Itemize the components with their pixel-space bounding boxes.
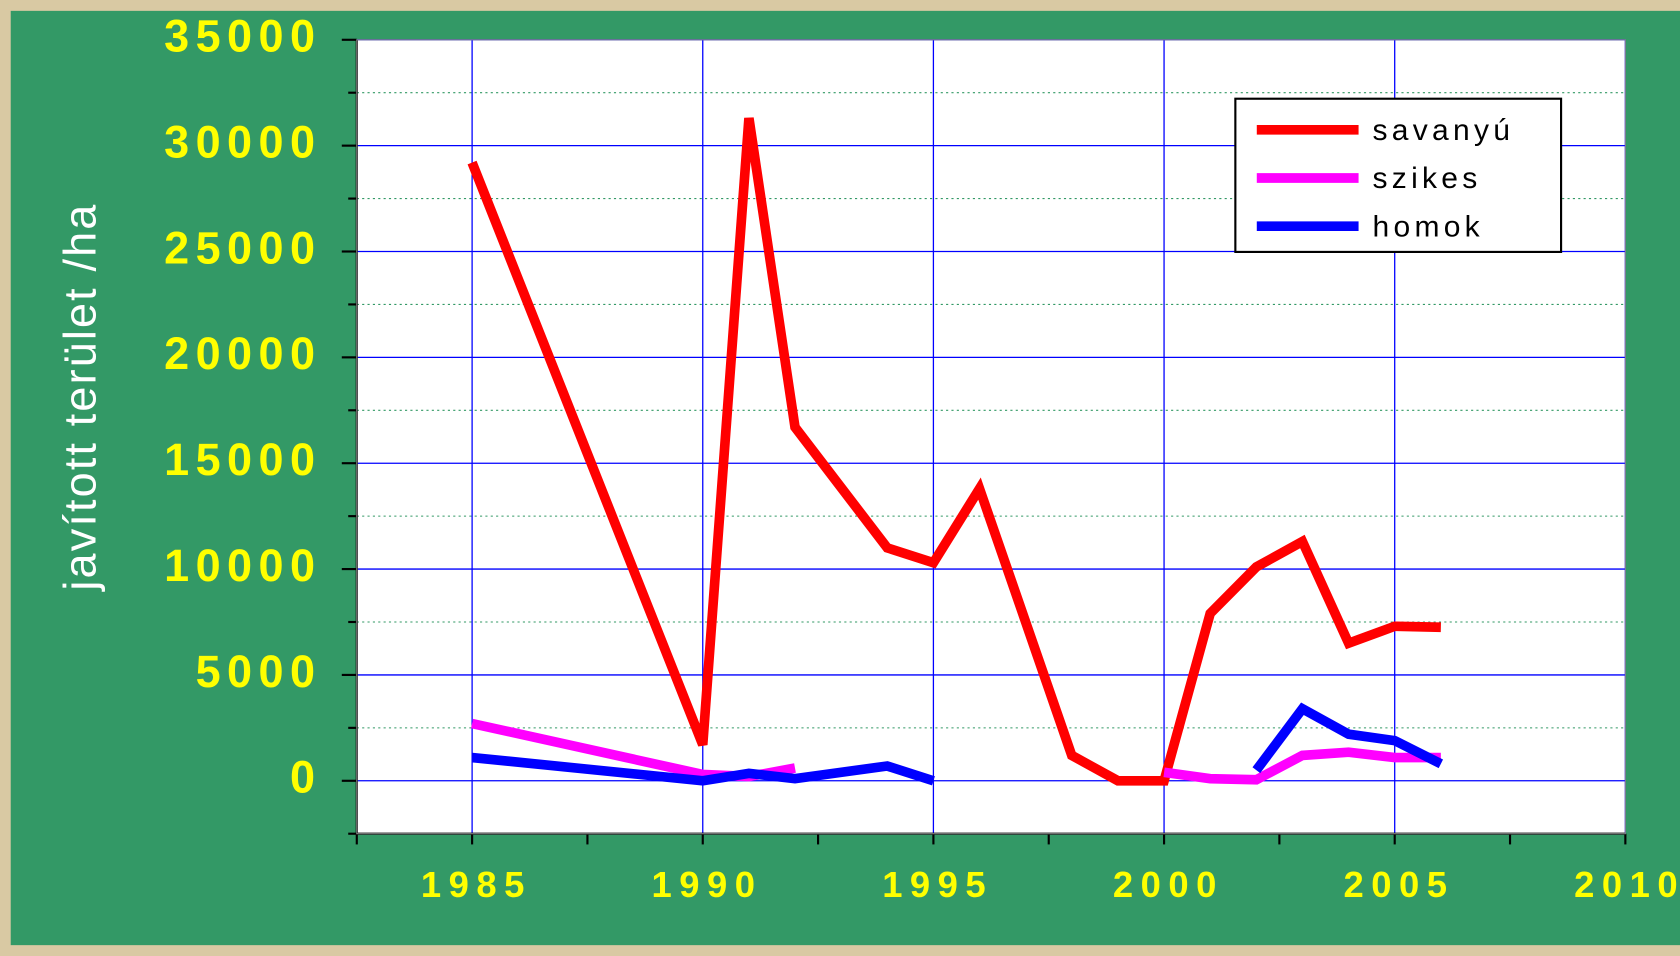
series-line [471,702,1444,786]
series-line [467,117,1441,786]
y-tick-label: 25000 [164,222,321,273]
y-tick-label: 35000 [164,11,321,62]
legend-label: homok [1373,210,1484,243]
x-tick-label: 2000 [1113,864,1224,905]
y-tick-label: 10000 [164,540,321,591]
x-tick-label: 1990 [652,864,763,905]
y-tick-label: 15000 [164,434,321,485]
x-tick-label: 2010 [1574,864,1680,905]
y-tick-label: 0 [290,752,321,803]
y-axis-label: javított terület /ha [54,203,105,593]
legend-label: savanyú [1373,114,1515,147]
y-tick-label: 5000 [196,646,322,697]
y-tick-label: 20000 [164,328,321,379]
plot-border [356,39,1626,835]
x-tick-label: 1985 [421,864,532,905]
y-tick-label: 30000 [164,117,321,168]
x-tick-label: 2005 [1343,864,1454,905]
x-tick-label: 1995 [882,864,993,905]
legend-label: szikes [1373,162,1482,195]
